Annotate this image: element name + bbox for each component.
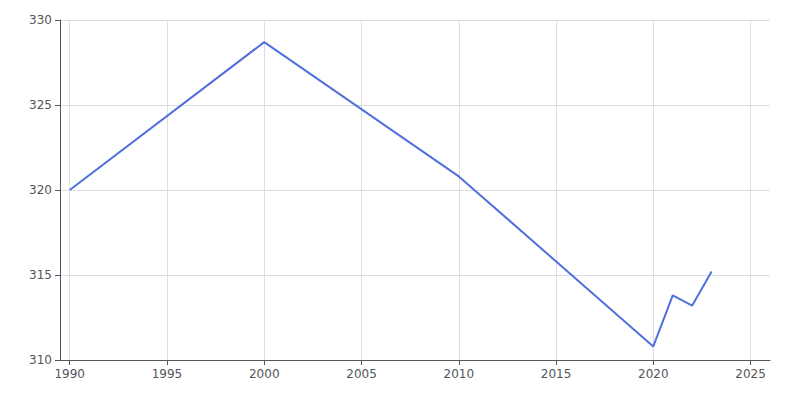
svg-text:330: 330 <box>29 13 52 27</box>
svg-text:315: 315 <box>29 268 52 282</box>
svg-text:2010: 2010 <box>443 367 474 381</box>
svg-text:325: 325 <box>29 98 52 112</box>
svg-text:2020: 2020 <box>638 367 669 381</box>
svg-text:2015: 2015 <box>541 367 572 381</box>
svg-text:2000: 2000 <box>249 367 280 381</box>
svg-text:310: 310 <box>29 353 52 367</box>
svg-text:1990: 1990 <box>54 367 85 381</box>
svg-text:2005: 2005 <box>346 367 377 381</box>
svg-text:1995: 1995 <box>152 367 183 381</box>
svg-text:2025: 2025 <box>735 367 766 381</box>
svg-text:320: 320 <box>29 183 52 197</box>
